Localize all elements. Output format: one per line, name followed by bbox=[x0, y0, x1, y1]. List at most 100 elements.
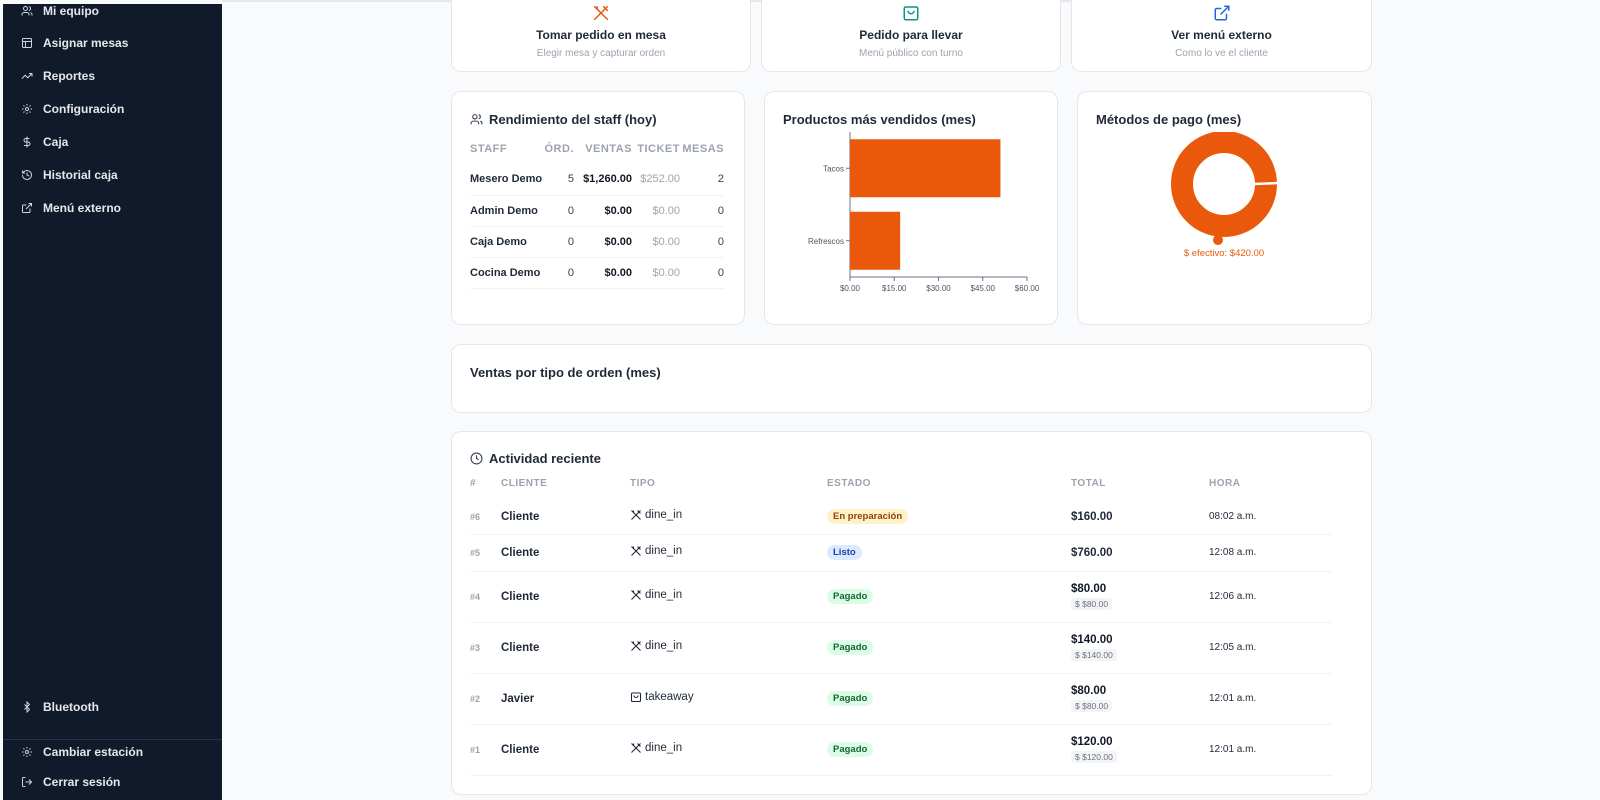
order-total: $120.00 bbox=[1071, 736, 1113, 748]
quick-action-ver-menu[interactable]: Ver menú externo Como lo ve el cliente bbox=[1071, 0, 1372, 72]
legend-marker bbox=[1213, 235, 1223, 245]
sidebar-item-mi-equipo[interactable]: Mi equipo bbox=[21, 1, 99, 21]
staff-ticket: $252.00 bbox=[632, 164, 680, 196]
staff-tables: 0 bbox=[680, 195, 724, 227]
utensils-icon bbox=[631, 589, 641, 600]
clock-icon bbox=[470, 452, 483, 465]
col-header: STAFF bbox=[470, 142, 508, 155]
staff-tables: 2 bbox=[680, 164, 724, 196]
order-client: Cliente bbox=[501, 724, 630, 776]
order-type: dine_in bbox=[630, 640, 827, 652]
quick-action-title: Ver menú externo bbox=[1171, 28, 1272, 42]
staff-title: Rendimiento del staff (hoy) bbox=[489, 112, 657, 127]
quick-action-subtitle: Elegir mesa y capturar orden bbox=[536, 48, 666, 59]
sidebar-item-bluetooth[interactable]: Bluetooth bbox=[21, 697, 99, 717]
order-type-label: takeaway bbox=[645, 690, 694, 703]
quick-action-pedido-llevar[interactable]: Pedido para llevar Menú público con turn… bbox=[761, 0, 1061, 72]
status-badge: En preparación bbox=[827, 509, 909, 525]
col-header: HORA bbox=[1209, 478, 1241, 489]
table-row: Cocina Demo 0 $0.00 $0.00 0 bbox=[470, 257, 724, 289]
order-time: 12:05 a.m. bbox=[1209, 622, 1332, 674]
x-tick-label: $45.00 bbox=[971, 284, 996, 293]
gear-icon bbox=[22, 104, 32, 114]
order-type: dine_in bbox=[630, 545, 827, 557]
staff-orders: 5 bbox=[544, 164, 574, 196]
y-tick-label: Refrescos bbox=[808, 237, 844, 246]
utensils-icon bbox=[631, 545, 641, 556]
users-icon bbox=[470, 114, 483, 125]
sidebar-item-label: Historial caja bbox=[43, 168, 118, 182]
table-row[interactable]: #3 Cliente dine_in Pagado $140.00 $ $140.… bbox=[470, 622, 1332, 674]
utensils-icon bbox=[631, 509, 641, 520]
order-time: 12:08 a.m. bbox=[1209, 534, 1332, 572]
logout-icon bbox=[22, 777, 33, 787]
staff-ticket: $0.00 bbox=[632, 226, 680, 258]
sidebar-item-configuracion[interactable]: Configuración bbox=[21, 99, 124, 119]
table-row[interactable]: #4 Cliente dine_in Pagado $80.00 $ $80.00… bbox=[470, 571, 1332, 623]
col-header: CLIENTE bbox=[501, 478, 548, 489]
table-row[interactable]: #2 Javier takeaway Pagado $80.00 $ $80.00… bbox=[470, 673, 1332, 725]
sidebar-item-historial-caja[interactable]: Historial caja bbox=[21, 165, 118, 185]
order-type-label: dine_in bbox=[645, 588, 683, 601]
legend-label: $ efectivo: $420.00 bbox=[1184, 248, 1264, 259]
staff-orders: 0 bbox=[544, 195, 574, 227]
dollar-icon bbox=[23, 136, 31, 148]
order-number: #1 bbox=[470, 724, 501, 776]
staff-tables: 0 bbox=[680, 257, 724, 289]
order-number: #2 bbox=[470, 673, 501, 725]
staff-ticket: $0.00 bbox=[632, 195, 680, 227]
col-header: ÓRD. bbox=[544, 142, 574, 155]
staff-sales: $0.00 bbox=[574, 195, 632, 227]
sidebar-item-cerrar-sesion[interactable]: Cerrar sesión bbox=[21, 772, 120, 792]
staff-sales: $0.00 bbox=[574, 226, 632, 258]
order-client: Cliente bbox=[501, 534, 630, 572]
card-title: Productos más vendidos (mes) bbox=[783, 112, 976, 127]
table-row[interactable]: #1 Cliente dine_in Pagado $120.00 $ $120.… bbox=[470, 724, 1332, 776]
utensils-icon bbox=[631, 640, 641, 651]
sidebar-divider bbox=[3, 739, 222, 740]
order-total: $760.00 bbox=[1071, 534, 1209, 572]
status-badge: Listo bbox=[827, 545, 862, 560]
y-tick-label: Tacos bbox=[823, 164, 844, 173]
sidebar-item-caja[interactable]: Caja bbox=[21, 132, 68, 152]
order-time: 12:01 a.m. bbox=[1209, 673, 1332, 725]
shopping-bag-icon bbox=[630, 691, 642, 702]
staff-name: Mesero Demo bbox=[470, 164, 544, 196]
quick-action-subtitle: Como lo ve el cliente bbox=[1175, 48, 1268, 59]
top-products-card: Productos más vendidos (mes) Tacos Refres… bbox=[764, 91, 1058, 325]
table-row: Admin Demo 0 $0.00 $0.00 0 bbox=[470, 195, 724, 227]
status-badge: Pagado bbox=[827, 640, 874, 655]
table-row[interactable]: #5 Cliente dine_in Listo $760.00 12:08 a… bbox=[470, 534, 1332, 572]
sidebar-item-asignar-mesas[interactable]: Asignar mesas bbox=[21, 33, 128, 53]
order-type: takeaway bbox=[630, 691, 827, 703]
recent-activity-card: Actividad reciente # CLIENTE TIPO ESTADO… bbox=[451, 431, 1372, 795]
order-time: 12:01 a.m. bbox=[1209, 724, 1332, 776]
col-header: TIPO bbox=[630, 478, 656, 489]
sidebar-item-cambiar-estacion[interactable]: Cambiar estación bbox=[21, 742, 143, 762]
order-total: $80.00 bbox=[1071, 685, 1107, 697]
payment-chip: $ $140.00 bbox=[1071, 649, 1117, 661]
payment-chip: $ $80.00 bbox=[1071, 700, 1113, 712]
staff-ticket: $0.00 bbox=[632, 257, 680, 289]
order-number: #3 bbox=[470, 622, 501, 674]
payment-chip: $ $120.00 bbox=[1071, 751, 1117, 763]
card-title: Actividad reciente bbox=[470, 451, 601, 466]
staff-orders: 0 bbox=[544, 257, 574, 289]
quick-action-subtitle: Menú público con turno bbox=[859, 48, 963, 59]
quick-action-tomar-pedido[interactable]: Tomar pedido en mesa Elegir mesa y captu… bbox=[451, 0, 751, 72]
sidebar-item-reportes[interactable]: Reportes bbox=[21, 66, 95, 86]
quick-action-title: Pedido para llevar bbox=[859, 28, 963, 42]
bar bbox=[850, 211, 901, 270]
order-types-card: Ventas por tipo de orden (mes) bbox=[451, 344, 1372, 413]
sidebar-item-label: Cerrar sesión bbox=[43, 775, 121, 789]
order-number: #5 bbox=[470, 534, 501, 572]
sidebar-item-menu-externo[interactable]: Menú externo bbox=[21, 198, 121, 218]
status-badge: Pagado bbox=[827, 691, 874, 706]
table-row[interactable]: #6 Cliente dine_in En preparación $160.0… bbox=[470, 500, 1332, 535]
utensils-icon bbox=[593, 5, 609, 21]
payment-chip: $ $80.00 bbox=[1071, 598, 1113, 610]
sidebar-item-label: Asignar mesas bbox=[43, 36, 129, 50]
sidebar-item-label: Configuración bbox=[43, 102, 125, 116]
table-icon bbox=[22, 38, 32, 48]
order-total: $160.00 bbox=[1071, 500, 1209, 535]
